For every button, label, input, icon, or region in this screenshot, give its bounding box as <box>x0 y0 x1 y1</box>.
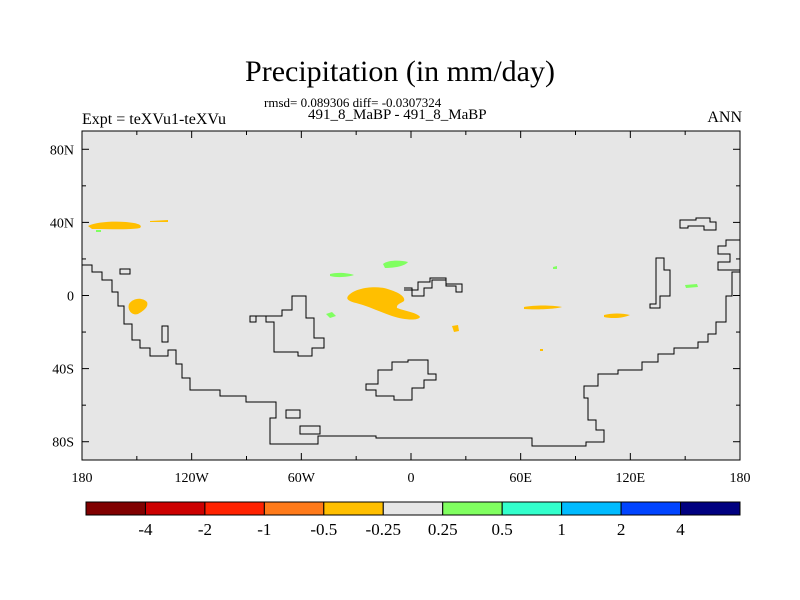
colorbar-label: -0.5 <box>310 520 337 539</box>
x-tick-label: 0 <box>408 471 415 486</box>
anomaly-patch <box>347 287 420 320</box>
coastline <box>285 409 301 419</box>
colorbar-label: 0.25 <box>428 520 458 539</box>
x-tick-label: 180 <box>72 471 93 486</box>
colorbar-swatch <box>620 501 682 516</box>
colorbar-swatch <box>442 501 503 516</box>
colorbar-label: 2 <box>617 520 626 539</box>
map-panel <box>82 131 740 460</box>
colorbar-swatch <box>85 501 146 516</box>
colorbar-swatch <box>501 501 563 516</box>
colorbar-label: -1 <box>257 520 271 539</box>
x-tick-label: 60E <box>509 471 532 486</box>
anomaly-patch <box>128 298 148 315</box>
anomaly-patch <box>524 305 562 310</box>
y-tick-label: 40S <box>52 363 74 378</box>
colorbar-swatch <box>680 501 741 516</box>
experiment-label: Expt = teXVu1-teXVu <box>82 111 226 128</box>
anomaly-patch <box>330 272 354 278</box>
x-tick-label: 60W <box>288 471 316 486</box>
colorbar: -4 -2 -1 -0.5 -0.25 0.25 0.5 1 2 4 <box>85 501 741 539</box>
y-tick-label: 80S <box>52 436 74 451</box>
anomaly-patch <box>540 349 543 351</box>
colorbar-swatch <box>561 501 622 516</box>
y-tick-label: 80N <box>50 143 74 158</box>
coastline <box>161 325 169 343</box>
plot-title: Precipitation (in mm/day) <box>245 55 555 88</box>
x-tick-label: 120E <box>616 471 646 486</box>
anomaly-patches <box>88 220 698 351</box>
x-tick-label: 180 <box>730 471 751 486</box>
colorbar-swatch <box>323 501 384 516</box>
coastline <box>82 264 740 447</box>
colorbar-swatch <box>382 501 444 516</box>
coastline <box>717 239 740 271</box>
coastline <box>119 268 131 275</box>
colorbar-label: 0.5 <box>492 520 513 539</box>
coastline <box>649 257 671 309</box>
colorbar-label: -4 <box>138 520 153 539</box>
colorbar-swatch <box>263 501 325 516</box>
anomaly-patch <box>685 284 698 288</box>
anomaly-patch <box>452 325 459 332</box>
colorbar-label: 1 <box>557 520 566 539</box>
coastline <box>249 295 325 357</box>
stats-line: rmsd= 0.089306 diff= -0.0307324 <box>264 95 442 110</box>
colorbar-swatch <box>144 501 206 516</box>
coastline <box>365 359 437 401</box>
anomaly-patch <box>326 312 336 318</box>
anomaly-patch <box>150 220 168 222</box>
y-tick-label: 40N <box>50 216 74 231</box>
anomaly-patch <box>553 266 557 269</box>
anomaly-patch <box>88 221 141 230</box>
colorbar-label: 4 <box>676 520 685 539</box>
anomaly-patch <box>604 313 630 319</box>
colorbar-swatch <box>204 501 265 516</box>
anomaly-patch <box>96 230 101 232</box>
y-tick-label: 0 <box>67 290 74 305</box>
coastlines <box>82 217 740 447</box>
anomaly-patch <box>383 260 408 268</box>
coastline <box>404 277 463 297</box>
coastline <box>679 217 717 231</box>
plot-subtitle: 491_8_MaBP - 491_8_MaBP <box>308 107 487 123</box>
x-tick-label: 120W <box>175 471 210 486</box>
colorbar-label: -0.25 <box>366 520 401 539</box>
season-label: ANN <box>707 109 742 126</box>
coastline <box>299 425 321 435</box>
colorbar-label: -2 <box>198 520 212 539</box>
